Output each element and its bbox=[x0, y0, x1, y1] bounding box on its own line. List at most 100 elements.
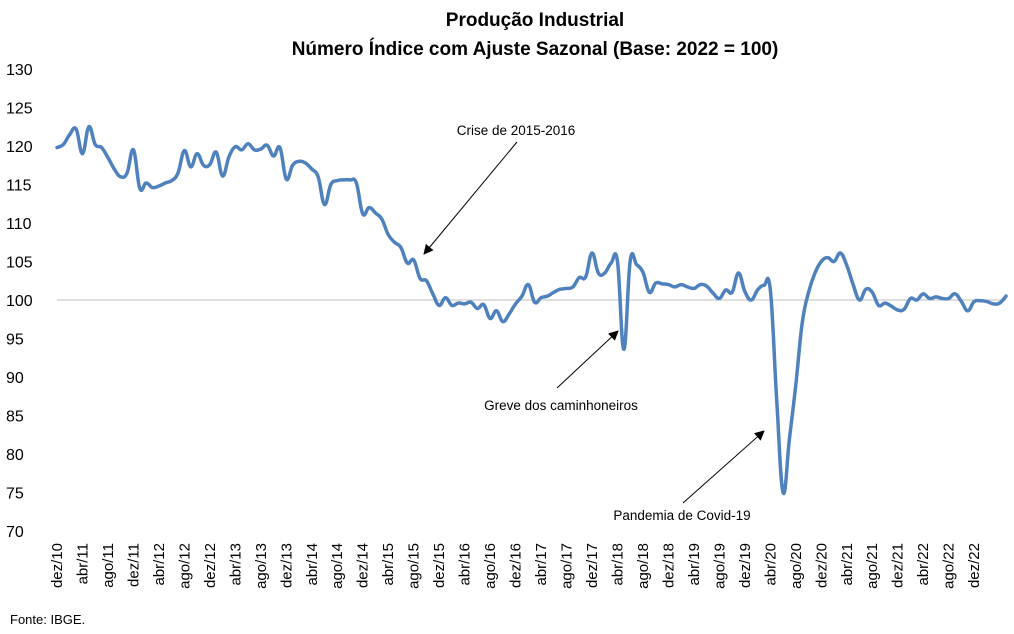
data-point bbox=[819, 259, 823, 264]
data-point bbox=[1004, 294, 1008, 298]
data-point bbox=[959, 299, 964, 304]
data-point bbox=[322, 202, 327, 207]
x-tick-label: abr/21 bbox=[839, 543, 856, 586]
data-point bbox=[596, 271, 600, 275]
data-point bbox=[896, 308, 900, 312]
data-point bbox=[182, 149, 186, 153]
data-point bbox=[99, 145, 104, 150]
data-point bbox=[424, 279, 429, 283]
data-point bbox=[367, 206, 371, 210]
data-point bbox=[545, 294, 550, 298]
data-point bbox=[673, 285, 677, 289]
x-tick-label: abr/17 bbox=[533, 543, 550, 586]
data-point bbox=[265, 143, 269, 147]
data-point bbox=[717, 296, 721, 301]
data-point bbox=[972, 299, 976, 304]
y-tick-label: 75 bbox=[6, 486, 24, 503]
data-point bbox=[399, 246, 403, 250]
x-tick-label: ago/11 bbox=[100, 543, 117, 588]
data-point bbox=[348, 178, 352, 182]
data-point bbox=[609, 261, 613, 265]
data-point bbox=[80, 152, 85, 156]
data-point bbox=[705, 284, 709, 288]
data-point bbox=[195, 152, 199, 156]
data-point bbox=[883, 301, 887, 305]
y-tick-label: 105 bbox=[6, 255, 33, 272]
data-point bbox=[826, 256, 830, 260]
data-point bbox=[278, 145, 282, 150]
data-point bbox=[647, 290, 651, 294]
data-point bbox=[284, 177, 288, 181]
data-point bbox=[55, 145, 59, 150]
annotation-greve: Greve dos caminhoneiros bbox=[484, 398, 638, 413]
y-tick-label: 70 bbox=[6, 524, 24, 541]
data-point bbox=[297, 159, 301, 163]
data-point bbox=[743, 289, 747, 294]
data-point bbox=[380, 217, 384, 221]
data-point bbox=[119, 175, 123, 179]
y-tick-label: 85 bbox=[6, 409, 24, 426]
data-point bbox=[692, 286, 696, 291]
data-point bbox=[781, 490, 785, 495]
data-point bbox=[679, 283, 683, 287]
data-point bbox=[68, 132, 72, 137]
data-point bbox=[756, 288, 760, 292]
data-point bbox=[233, 145, 237, 149]
data-point bbox=[622, 347, 626, 351]
y-tick-label: 90 bbox=[6, 370, 24, 387]
data-point bbox=[303, 161, 307, 165]
data-point bbox=[800, 321, 804, 325]
x-tick-label: ago/13 bbox=[253, 543, 270, 589]
data-point bbox=[966, 309, 970, 313]
x-tick-label: dez/14 bbox=[355, 543, 372, 588]
data-point bbox=[361, 212, 365, 216]
x-tick-label: dez/15 bbox=[431, 543, 448, 588]
data-point bbox=[736, 271, 741, 275]
x-tick-label: dez/18 bbox=[660, 543, 677, 588]
x-tick-label: dez/17 bbox=[584, 543, 601, 588]
x-tick-label: ago/12 bbox=[176, 543, 193, 589]
data-point bbox=[953, 292, 957, 296]
data-point bbox=[552, 290, 556, 294]
data-point bbox=[259, 147, 263, 151]
data-point bbox=[354, 181, 358, 185]
data-point bbox=[908, 296, 913, 301]
data-point bbox=[131, 148, 136, 152]
x-tick-label: abr/13 bbox=[227, 543, 244, 586]
data-point bbox=[711, 291, 715, 295]
data-point bbox=[806, 290, 811, 294]
data-point bbox=[749, 298, 753, 302]
series-points bbox=[55, 125, 1008, 495]
data-point bbox=[170, 179, 174, 183]
data-point bbox=[940, 296, 944, 301]
y-tick-label: 80 bbox=[6, 447, 24, 464]
data-point bbox=[227, 155, 231, 159]
data-point bbox=[405, 261, 409, 265]
data-point bbox=[730, 290, 734, 294]
data-point bbox=[520, 294, 524, 298]
data-point bbox=[271, 154, 276, 158]
x-tick-label: ago/14 bbox=[329, 543, 346, 589]
data-point bbox=[978, 299, 983, 303]
data-point bbox=[475, 306, 479, 311]
data-point bbox=[832, 259, 836, 264]
data-point bbox=[157, 184, 161, 188]
x-tick-label: dez/16 bbox=[508, 543, 525, 588]
x-tick-label: ago/17 bbox=[559, 543, 576, 589]
data-point bbox=[252, 148, 257, 152]
data-point bbox=[927, 296, 932, 301]
data-point bbox=[558, 287, 562, 291]
data-point bbox=[87, 125, 91, 129]
data-point bbox=[660, 282, 664, 286]
data-point bbox=[93, 142, 97, 147]
data-point bbox=[838, 251, 843, 255]
data-point bbox=[189, 165, 193, 169]
y-tick-label: 115 bbox=[6, 178, 32, 195]
chart-subtitle: Número Índice com Ajuste Sazonal (Base: … bbox=[292, 38, 779, 60]
data-point bbox=[443, 296, 448, 300]
data-point bbox=[533, 300, 537, 304]
x-tick-label: dez/11 bbox=[125, 543, 142, 587]
x-tick-label: dez/10 bbox=[49, 543, 66, 588]
data-point bbox=[221, 174, 225, 178]
